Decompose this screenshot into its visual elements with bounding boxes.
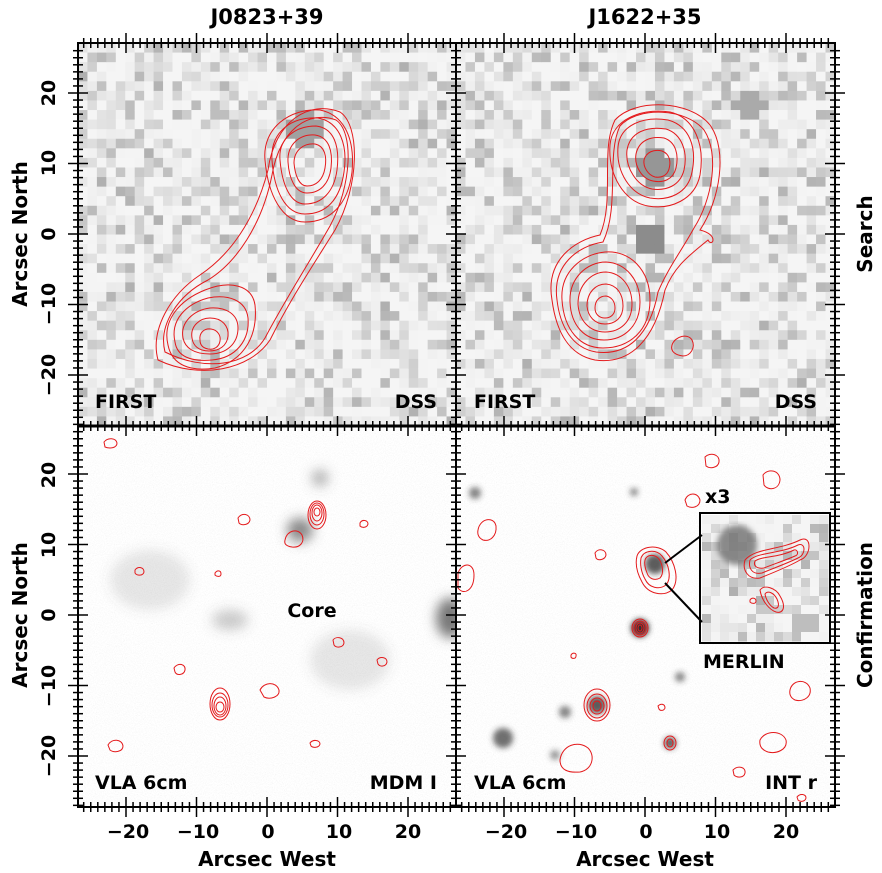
panel-top-right-image: [456, 43, 835, 426]
inset-connector-line: [664, 534, 703, 564]
y-tick-label: −20: [38, 354, 60, 396]
dss-pixel-grid: [78, 43, 456, 426]
x-tick-label: 10: [326, 821, 352, 843]
radio-contours: [550, 104, 721, 362]
x-axis-label: Arcsec West: [198, 847, 336, 871]
x-tick-label: −10: [177, 821, 219, 843]
x-tick-label: 0: [639, 821, 652, 843]
y-tick-label: 10: [38, 150, 60, 176]
x-tick-labels: −20 −10 0 10 20 −20 −10 0 10 20: [107, 821, 799, 843]
y-tick-label: 0: [38, 608, 60, 621]
core-annotation: Core: [287, 600, 336, 622]
x-tick-label: 20: [773, 821, 799, 843]
y-axis-label: Arcsec North: [8, 542, 32, 688]
y-tick-label: 0: [38, 227, 60, 240]
panel-optical-label: MDM I: [370, 772, 437, 794]
y-tick-label: 20: [38, 462, 60, 488]
title-right: J1622+35: [586, 5, 701, 29]
y-tick-label: −10: [38, 665, 60, 707]
panel-radio-label: VLA 6cm: [95, 772, 187, 794]
panel-radio-label: VLA 6cm: [474, 772, 566, 794]
panel-radio-label: FIRST: [95, 391, 156, 413]
y-tick-label: 20: [38, 80, 60, 106]
panel-optical-label: INT r: [765, 772, 818, 794]
radio-contours: [103, 438, 388, 753]
inset-scale-label: x3: [705, 486, 730, 508]
y-tick-label: −20: [38, 735, 60, 777]
dss-pixel-grid: [456, 43, 835, 426]
panel-bottom-left-image: [78, 426, 456, 807]
x-tick-label: 20: [395, 821, 421, 843]
x-tick-label: −20: [485, 821, 527, 843]
panel-optical-label: DSS: [395, 391, 437, 413]
panel-optical-label: DSS: [775, 391, 817, 413]
x-tick-label: −10: [555, 821, 597, 843]
y-tick-label: −10: [38, 283, 60, 325]
panel-top-left-image: [78, 43, 456, 426]
row-label-search: Search: [853, 195, 877, 272]
radio-contours: [155, 108, 355, 371]
x-tick-label: −20: [107, 821, 149, 843]
title-left: J0823+39: [208, 5, 323, 29]
axis-ticks: [68, 33, 845, 817]
y-axis-label: Arcsec North: [8, 161, 32, 307]
merlin-inset: [664, 512, 831, 644]
y-tick-label: 10: [38, 532, 60, 558]
inset-connector-line: [664, 582, 703, 623]
inset-merlin-label: MERLIN: [703, 651, 785, 673]
y-tick-labels: 20 10 0 −10 −20 20 10 0 −10 −20: [38, 80, 60, 777]
x-tick-label: 10: [704, 821, 730, 843]
row-label-confirmation: Confirmation: [853, 542, 877, 688]
panel-radio-label: FIRST: [474, 391, 535, 413]
x-axis-label: Arcsec West: [576, 847, 714, 871]
x-tick-label: 0: [261, 821, 274, 843]
